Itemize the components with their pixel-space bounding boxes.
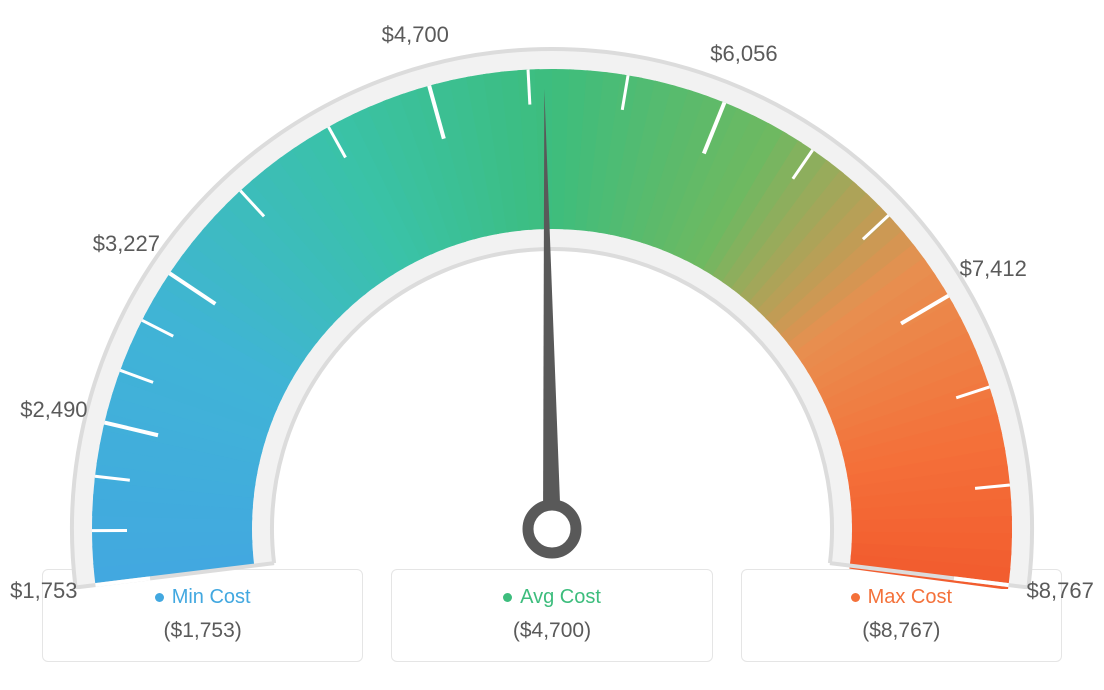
gauge-tick-label: $6,056 <box>710 41 777 67</box>
legend-dot-icon <box>503 593 512 602</box>
legend-title: Max Cost <box>868 586 952 609</box>
legend-title: Min Cost <box>172 586 251 609</box>
gauge-needle-hub <box>528 505 576 553</box>
gauge-svg <box>22 29 1082 589</box>
legend-dot-icon <box>155 593 164 602</box>
gauge-tick-label: $7,412 <box>960 256 1027 282</box>
legend-value: ($8,767) <box>862 619 940 643</box>
legend-title-row: Max Cost <box>851 586 952 609</box>
gauge-tick-label: $2,490 <box>20 397 87 423</box>
chart-container: $1,753$2,490$3,227$4,700$6,056$7,412$8,7… <box>22 29 1082 662</box>
legend-value: ($4,700) <box>513 619 591 643</box>
legend-title: Avg Cost <box>520 586 601 609</box>
gauge-tick-label: $3,227 <box>93 231 160 257</box>
gauge-tick-label: $4,700 <box>382 22 449 48</box>
gauge-tick-label: $1,753 <box>10 578 77 604</box>
gauge-tick-minor <box>528 69 530 104</box>
legend-title-row: Min Cost <box>155 586 251 609</box>
legend-value: ($1,753) <box>164 619 242 643</box>
legend-dot-icon <box>851 593 860 602</box>
gauge-tick-label: $8,767 <box>1027 578 1094 604</box>
gauge-chart: $1,753$2,490$3,227$4,700$6,056$7,412$8,7… <box>22 29 1082 559</box>
legend-title-row: Avg Cost <box>503 586 601 609</box>
